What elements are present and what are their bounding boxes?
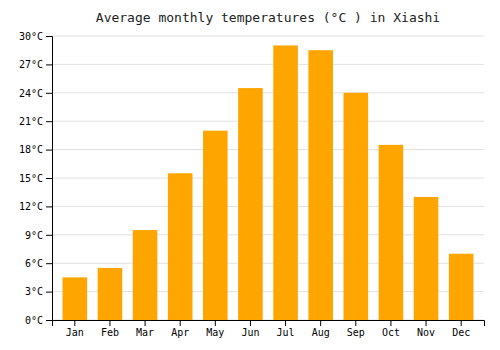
y-tick-label: 15°C xyxy=(19,173,43,184)
grid-line xyxy=(52,92,484,93)
x-tick-label: Jan xyxy=(66,327,84,338)
x-tick-mark xyxy=(250,320,251,326)
x-tick-mark xyxy=(355,320,356,326)
y-tick-label: 18°C xyxy=(19,144,43,155)
grid-line xyxy=(52,178,484,179)
y-tick-label: 30°C xyxy=(19,31,43,42)
grid-line xyxy=(52,36,484,37)
x-tick-mark xyxy=(145,320,146,326)
grid-line xyxy=(52,149,484,150)
bar xyxy=(98,268,123,320)
y-tick-mark xyxy=(46,206,52,207)
x-tick: Aug xyxy=(312,320,330,338)
y-tick-mark xyxy=(46,121,52,122)
x-tick-mark xyxy=(74,320,75,326)
x-tick-label: Nov xyxy=(417,327,435,338)
bar xyxy=(168,173,193,320)
y-tick-label: 24°C xyxy=(19,88,43,99)
x-tick-label: Apr xyxy=(171,327,189,338)
bar xyxy=(379,145,404,320)
y-tick-mark xyxy=(46,36,52,37)
title: Average monthly temperatures (°C ) in Xi… xyxy=(96,10,440,25)
x-tick-label: Jul xyxy=(277,327,295,338)
x-tick: Apr xyxy=(171,320,189,338)
x-tick: Nov xyxy=(417,320,435,338)
x-tick-label: Jun xyxy=(241,327,259,338)
x-tick-mark xyxy=(180,320,181,326)
x-tick-label: Feb xyxy=(101,327,119,338)
y-axis-line xyxy=(46,37,53,321)
y-tick-mark xyxy=(46,64,52,65)
y-tick: 12°C xyxy=(19,201,52,212)
bar xyxy=(203,131,228,320)
x-tick: Sep xyxy=(347,320,365,338)
y-tick-mark xyxy=(46,320,52,321)
y-tick-mark xyxy=(46,263,52,264)
y-tick-mark xyxy=(46,235,52,236)
grid-line xyxy=(52,121,484,122)
x-tick: Jan xyxy=(66,320,84,338)
y-tick-label: 21°C xyxy=(19,116,43,127)
x-tick: Mar xyxy=(136,320,154,338)
y-tick-label: 6°C xyxy=(25,258,43,269)
grid-line xyxy=(52,64,484,65)
y-tick-mark xyxy=(46,292,52,293)
y-tick-label: 9°C xyxy=(25,230,43,241)
y-axis: 0°C 3°C 6°C 9°C 12°C 15°C 18°C 21°C 24°C 27°C 30°C xyxy=(19,31,53,326)
bar xyxy=(238,88,263,320)
x-axis-line xyxy=(53,321,485,327)
bars xyxy=(63,45,474,320)
x-axis: Jan Feb Mar Apr May Jun Jul Aug Sep Oct Nov Dec xyxy=(53,320,485,338)
y-tick: 3°C xyxy=(25,286,52,297)
x-tick-label: Dec xyxy=(452,327,470,338)
bar xyxy=(449,254,474,320)
x-tick-label: Aug xyxy=(312,327,330,338)
x-tick-label: May xyxy=(206,327,224,338)
x-tick-mark xyxy=(285,320,286,326)
x-tick-mark xyxy=(461,320,462,326)
x-tick-mark xyxy=(320,320,321,326)
plot: 0°C 3°C 6°C 9°C 12°C 15°C 18°C 21°C 24°C 27°C 30°C… xyxy=(19,31,485,338)
y-tick-mark xyxy=(46,178,52,179)
y-tick: 15°C xyxy=(19,173,52,184)
x-tick: Feb xyxy=(101,320,119,338)
x-tick: Jul xyxy=(277,320,295,338)
bar xyxy=(344,93,369,320)
y-tick-label: 3°C xyxy=(25,286,43,297)
x-tick-label: Mar xyxy=(136,327,154,338)
x-tick-mark xyxy=(390,320,391,326)
y-tick: 30°C xyxy=(19,31,52,42)
y-tick: 21°C xyxy=(19,116,52,127)
x-tick-mark xyxy=(109,320,110,326)
bar xyxy=(273,45,298,320)
x-tick: Dec xyxy=(452,320,470,338)
x-tick-mark xyxy=(426,320,427,326)
bar xyxy=(63,277,88,320)
x-tick-label: Oct xyxy=(382,327,400,338)
x-tick: Oct xyxy=(382,320,400,338)
x-tick: May xyxy=(206,320,224,338)
y-tick-label: 12°C xyxy=(19,201,43,212)
x-tick: Jun xyxy=(241,320,259,338)
y-tick: 9°C xyxy=(25,230,52,241)
y-tick-label: 0°C xyxy=(25,315,43,326)
y-tick: 6°C xyxy=(25,258,52,269)
bar xyxy=(414,197,439,320)
grid xyxy=(52,36,484,320)
chart: 0°C 3°C 6°C 9°C 12°C 15°C 18°C 21°C 24°C 27°C 30°C… xyxy=(0,0,500,350)
y-tick: 24°C xyxy=(19,88,52,99)
y-tick: 18°C xyxy=(19,144,52,155)
y-tick-mark xyxy=(46,93,52,94)
y-tick-mark xyxy=(46,150,52,151)
bar xyxy=(133,230,158,320)
y-tick: 27°C xyxy=(19,59,52,70)
y-tick: 0°C xyxy=(25,315,52,326)
x-tick-mark xyxy=(215,320,216,326)
bar xyxy=(308,50,333,320)
y-tick-label: 27°C xyxy=(19,59,43,70)
x-tick-label: Sep xyxy=(347,327,365,338)
